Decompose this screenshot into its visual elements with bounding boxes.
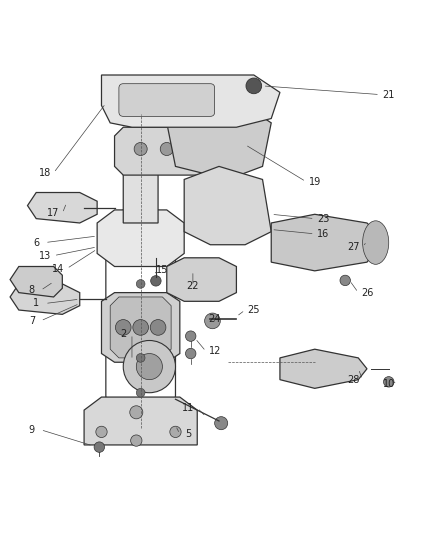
Circle shape <box>136 279 145 288</box>
FancyBboxPatch shape <box>119 84 215 116</box>
Text: 21: 21 <box>382 90 395 100</box>
Text: 14: 14 <box>52 264 64 273</box>
Text: 28: 28 <box>348 375 360 385</box>
Circle shape <box>150 320 166 335</box>
Circle shape <box>151 276 161 286</box>
Circle shape <box>215 417 228 430</box>
Polygon shape <box>115 127 228 175</box>
Circle shape <box>131 435 142 446</box>
Text: 5: 5 <box>185 429 192 439</box>
Circle shape <box>116 320 131 335</box>
Circle shape <box>205 313 220 329</box>
Text: 26: 26 <box>361 288 373 297</box>
Text: 6: 6 <box>33 238 39 247</box>
Circle shape <box>96 426 107 438</box>
Text: 13: 13 <box>39 251 51 261</box>
Text: 1: 1 <box>33 298 39 309</box>
Circle shape <box>123 341 176 393</box>
Circle shape <box>136 389 145 397</box>
Text: 18: 18 <box>39 168 51 178</box>
Text: 11: 11 <box>182 403 194 413</box>
Text: 24: 24 <box>208 314 221 324</box>
Polygon shape <box>280 349 367 389</box>
Polygon shape <box>110 297 171 358</box>
Text: 27: 27 <box>348 242 360 252</box>
Text: 8: 8 <box>29 286 35 295</box>
Text: 12: 12 <box>208 346 221 357</box>
Polygon shape <box>167 106 271 180</box>
Circle shape <box>185 331 196 341</box>
Polygon shape <box>102 293 180 362</box>
Circle shape <box>136 353 162 379</box>
Text: 16: 16 <box>317 229 329 239</box>
Circle shape <box>246 78 261 94</box>
Ellipse shape <box>363 221 389 264</box>
Polygon shape <box>97 210 184 266</box>
Circle shape <box>170 426 181 438</box>
Circle shape <box>136 353 145 362</box>
Circle shape <box>384 377 394 387</box>
Text: 22: 22 <box>187 281 199 291</box>
Text: 19: 19 <box>309 176 321 187</box>
Text: 10: 10 <box>383 379 395 389</box>
Polygon shape <box>10 266 62 297</box>
Text: 25: 25 <box>247 305 260 315</box>
Polygon shape <box>84 397 197 445</box>
Circle shape <box>134 142 147 156</box>
Polygon shape <box>102 75 280 127</box>
Circle shape <box>133 320 148 335</box>
Text: 9: 9 <box>29 425 35 435</box>
Circle shape <box>185 349 196 359</box>
Text: 23: 23 <box>317 214 330 224</box>
Text: 17: 17 <box>47 208 60 219</box>
Circle shape <box>186 142 199 156</box>
Circle shape <box>94 442 105 453</box>
Text: 15: 15 <box>156 265 169 275</box>
Polygon shape <box>167 258 237 301</box>
Text: 7: 7 <box>29 316 35 326</box>
Polygon shape <box>184 166 271 245</box>
Polygon shape <box>123 158 158 223</box>
Text: 2: 2 <box>120 329 127 339</box>
Polygon shape <box>10 284 80 314</box>
Circle shape <box>340 275 350 286</box>
Circle shape <box>130 406 143 419</box>
Circle shape <box>160 142 173 156</box>
Polygon shape <box>271 214 385 271</box>
Polygon shape <box>28 192 97 223</box>
